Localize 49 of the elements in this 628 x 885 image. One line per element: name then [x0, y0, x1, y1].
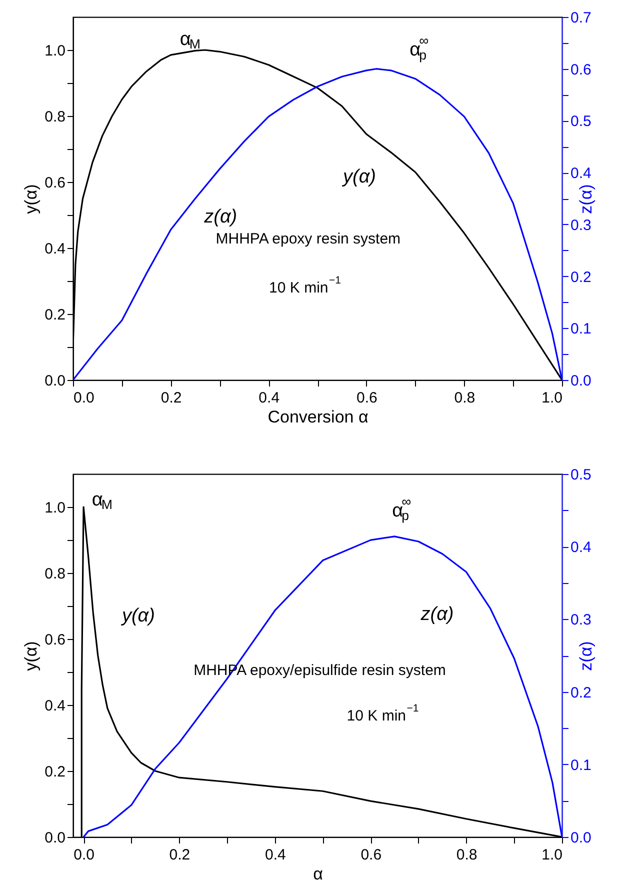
x-tick-label: 0.2	[160, 390, 182, 406]
y2-tick-label: 0.6	[570, 61, 592, 78]
x-tick-label: 1.0	[542, 390, 562, 406]
y-tick-label: 0.6	[44, 174, 66, 192]
x-tick-label: 0.2	[169, 846, 190, 864]
y-tick-label: 0.8	[44, 566, 66, 582]
y2-tick-label: 0.5	[570, 466, 592, 484]
y-axis-title: y(α)	[22, 184, 41, 214]
y2-tick-label: 0.0	[570, 372, 592, 390]
y2-tick-label: 0.3	[570, 216, 592, 234]
x-tick-label: 0.6	[356, 390, 378, 406]
y2-tick-label: 0.4	[570, 539, 592, 556]
x-tick-label: 0.0	[74, 390, 94, 406]
y2-tick-label: 0.7	[570, 10, 592, 26]
y-tick-label: 0.4	[44, 240, 66, 258]
y2-axis-title: z(α)	[576, 184, 596, 214]
y-axis-title: y(α)	[22, 641, 41, 671]
y-tick-label: 1.0	[44, 42, 66, 60]
annotation: MHHPA epoxy resin system	[216, 230, 401, 248]
y2-tick-label: 0.2	[570, 684, 592, 702]
series-label: y(α)	[120, 606, 155, 627]
series-label: z(α)	[420, 604, 454, 625]
x-tick-label: 0.8	[454, 390, 476, 406]
y2-tick-label: 0.4	[570, 165, 592, 182]
x-tick-label: 0.0	[74, 846, 94, 864]
y2-tick-label: 0.3	[570, 612, 592, 629]
x-tick-label: 0.4	[258, 390, 280, 406]
y-tick-label: 0.8	[44, 108, 66, 126]
y2-axis-title: z(α)	[576, 641, 596, 671]
x-tick-label: 0.6	[360, 846, 382, 864]
x-tick-label: 0.4	[264, 846, 286, 864]
y2-tick-label: 0.1	[570, 756, 592, 774]
x-tick-label: 0.8	[456, 846, 478, 864]
y-tick-label: 0.4	[44, 698, 66, 714]
series-label: y(α)	[341, 166, 376, 188]
y2-tick-label: 0.0	[570, 830, 592, 846]
y2-tick-label: 0.5	[570, 113, 592, 130]
y-tick-label: 0.2	[44, 306, 66, 324]
x-axis-title: α	[313, 864, 324, 884]
y2-tick-label: 0.1	[570, 320, 592, 338]
y-tick-label: 1.0	[44, 500, 66, 516]
y-tick-label: 0.6	[44, 632, 66, 648]
y-tick-label: 0.2	[44, 764, 66, 780]
x-tick-label: 1.0	[542, 846, 562, 864]
y2-tick-label: 0.2	[570, 268, 592, 286]
y-tick-label: 0.0	[44, 830, 66, 846]
y-tick-label: 0.0	[44, 372, 66, 390]
series-label: z(α)	[203, 206, 238, 228]
x-axis-title: Conversion α	[268, 408, 368, 426]
